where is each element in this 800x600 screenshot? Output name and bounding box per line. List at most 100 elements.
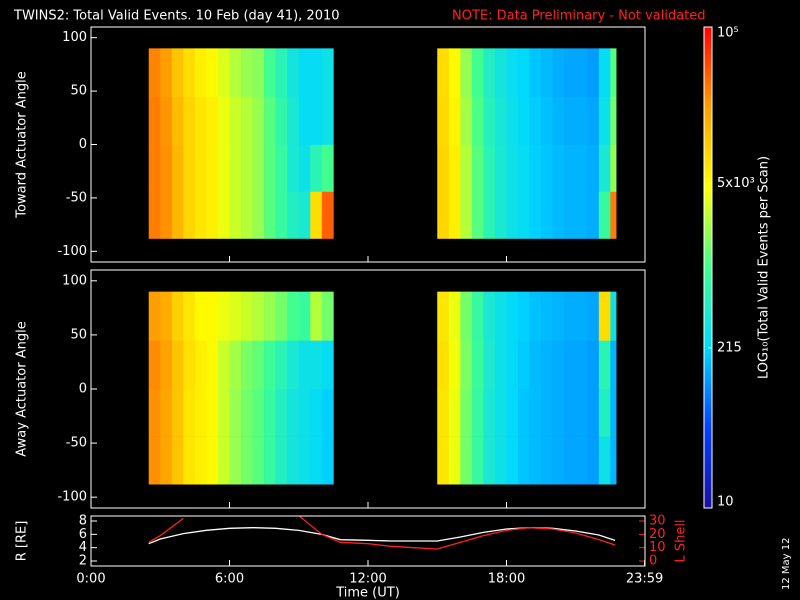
heatmap-cell [217,96,230,145]
x-tick-label: 23:59 [626,572,663,587]
heatmap-cell [598,389,611,437]
heatmap-cell [264,436,276,485]
heatmap-cell [448,96,461,145]
heatmap-cell [264,291,276,341]
heatmap-cell [529,48,542,97]
heatmap-cell [298,144,311,192]
y2-tick-label: 0 [649,554,657,569]
heatmap-cell [321,48,334,97]
heatmap-cell [437,48,450,97]
heatmap-cell [148,48,161,97]
heatmap-cell [298,96,311,145]
heatmap-cell [460,340,473,390]
heatmap-cell [298,436,311,485]
heatmap-cell [564,144,577,192]
heatmap-cell [275,436,288,485]
heatmap-cell [575,144,588,192]
heatmap-cell [252,191,265,239]
heatmap-cell [194,291,207,341]
heatmap-cell [506,436,519,485]
heatmap-cell [483,48,496,97]
x-tick-label: 18:00 [488,572,525,587]
y-tick-label: 2 [79,554,87,569]
heatmap-cell [160,340,173,390]
heatmap-cell [610,291,617,341]
heatmap-cell [471,389,484,437]
heatmap-cell [275,389,288,437]
heatmap-cell [506,48,519,97]
x-tick-label: 6:00 [215,572,244,587]
heatmap-cell [160,291,173,341]
heatmap-cell [564,96,577,145]
heatmap-cell [610,340,617,390]
heatmap-cell [321,191,334,239]
heatmap-cell [610,144,617,192]
heatmap-cell [171,96,184,145]
heatmap-cell [148,436,161,485]
heatmap-cell [287,340,300,390]
heatmap-cell [587,191,600,239]
heatmap-cell [437,96,450,145]
heatmap-cell [483,144,496,192]
heatmap-cell [506,291,519,341]
heatmap-cell [506,191,519,239]
heatmap-cell [506,96,519,145]
heatmap-cell [241,48,253,97]
heatmap-cell [252,144,265,192]
heatmap-cell [264,340,276,390]
heatmap-cell [471,340,484,390]
heatmap-cell [298,48,311,97]
heatmap-cell [598,436,611,485]
heatmap-cell [252,291,265,341]
y2-axis-label: L Shell [674,519,689,562]
heatmap-cell [275,144,288,192]
heatmap-cell [460,96,473,145]
heatmap-cell [529,291,542,341]
heatmap-cell [552,436,565,485]
heatmap-cell [541,436,553,485]
heatmap-cell [241,389,253,437]
colorbar-tick-label: 10 [717,495,734,510]
heatmap-cell [206,96,219,145]
heatmap-cell [483,291,496,341]
heatmap-cell [541,96,553,145]
heatmap-cell [506,144,519,192]
heatmap-cell [194,436,207,485]
heatmap-cell [217,144,230,192]
heatmap-cell [494,144,507,192]
heatmap-cell [171,340,184,390]
heatmap-cell [148,191,161,239]
heatmap-cell [194,340,207,390]
heatmap-cell [194,191,207,239]
heatmap-cell [241,340,253,390]
heatmap-cell [610,436,617,485]
heatmap-cell [483,436,496,485]
heatmap-cell [298,389,311,437]
heatmap-cell [610,48,617,97]
heatmap-cell [494,389,507,437]
y-tick-label: -50 [66,190,87,205]
heatmap-cell [437,291,450,341]
heatmap-cell [194,389,207,437]
heatmap-cell [518,191,530,239]
heatmap-cell [310,389,323,437]
heatmap-cell [275,191,288,239]
heatmap-cell [287,96,300,145]
heatmap-cell [160,48,173,97]
heatmap-cell [471,144,484,192]
heatmap-cell [598,48,611,97]
heatmap-cell [494,340,507,390]
colorbar-tick-label: 215 [717,340,742,355]
heatmap-cell [518,389,530,437]
y-tick-label: 0 [79,382,87,397]
heatmap-cell [229,96,242,145]
colorbar-tick-label: 5x10³ [717,176,755,191]
heatmap-cell [552,48,565,97]
heatmap-cell [529,340,542,390]
heatmap-cell [171,191,184,239]
heatmap-cell [160,389,173,437]
heatmap-cell [471,96,484,145]
heatmap-cell [183,144,196,192]
heatmap-cell [275,340,288,390]
